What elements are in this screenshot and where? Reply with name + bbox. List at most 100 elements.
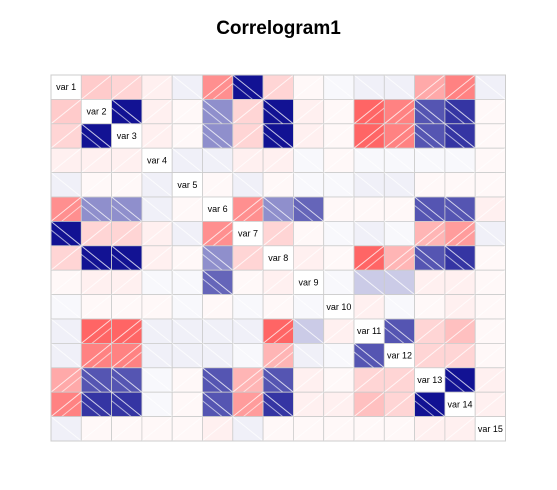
cell-r12-c15 [474, 342, 506, 369]
shade-line [383, 147, 415, 173]
shade-line [383, 391, 415, 417]
shade-line [111, 416, 143, 442]
shade-line [262, 343, 294, 369]
shade-line [121, 351, 143, 369]
cell-r1-c9 [292, 74, 325, 100]
shade-line [353, 343, 385, 369]
shade-line [293, 196, 325, 222]
shade-line [111, 269, 143, 295]
shade-line [293, 391, 325, 417]
shade-line [474, 147, 506, 173]
shade-line [414, 123, 446, 149]
shade-line [394, 253, 415, 271]
cell-r2-c10 [323, 99, 355, 125]
shade-line [414, 253, 435, 271]
cell-r11-c7 [232, 318, 264, 344]
cell-r8-c4 [141, 245, 173, 271]
shade-line [212, 229, 234, 247]
shade-line [50, 367, 82, 393]
cell-r2-c1 [50, 99, 82, 125]
shade-line [262, 123, 294, 149]
cell-r15-c15 [474, 416, 506, 442]
shade-line [80, 172, 112, 198]
cell-r8-c5 [171, 245, 203, 271]
variable-label: var 6 [208, 204, 228, 214]
shade-line [474, 196, 506, 222]
shade-line [444, 74, 476, 100]
cell-r4-c6 [202, 147, 234, 173]
cell-r12-c3 [111, 342, 143, 369]
cell-r1-c14 [444, 74, 476, 100]
cell-r8-c7 [232, 245, 264, 271]
shade-line [171, 367, 203, 393]
cell-r7-c4 [141, 220, 173, 247]
shade-line [121, 327, 143, 344]
cell-r7-c5 [171, 220, 203, 247]
shade-line [444, 196, 476, 222]
cell-r4-c15 [474, 147, 506, 173]
shade-line [414, 99, 446, 125]
cell-r12-c9 [292, 342, 325, 369]
shade-line [424, 229, 446, 247]
cell-r6-c1 [50, 196, 82, 222]
shade-line [444, 294, 476, 320]
cell-r2-c7 [232, 99, 264, 125]
shade-line [202, 318, 234, 344]
cell-r7-c15 [474, 220, 506, 247]
shade-line [111, 318, 143, 344]
cell-r13-c2 [80, 367, 113, 393]
shade-line [262, 147, 294, 173]
cell-r5-c6 [202, 172, 234, 198]
cell-rect [383, 342, 415, 369]
shade-line [61, 375, 82, 393]
cell-r8-c14 [444, 245, 476, 271]
shade-line [323, 367, 355, 393]
cell-r13-c3 [111, 367, 143, 393]
cell-r4-c2 [80, 147, 113, 173]
shade-line [444, 131, 465, 149]
shade-line [111, 107, 132, 125]
shade-line [202, 123, 234, 149]
cell-r15-c11 [353, 416, 385, 442]
cell-r13-c14 [444, 367, 476, 393]
cell-r15-c2 [80, 416, 113, 442]
shade-line [91, 351, 112, 369]
cell-r3-c15 [474, 123, 506, 149]
shade-line [111, 375, 132, 393]
cell-r12-c4 [141, 342, 173, 369]
cell-r15-c5 [171, 416, 203, 442]
shade-line [364, 107, 385, 125]
cell-r8-c15 [474, 245, 506, 271]
cell-r7-c9 [292, 220, 325, 247]
shade-line [414, 172, 446, 198]
cell-r6-c13 [414, 196, 446, 222]
shade-line [50, 294, 82, 320]
cell-r11-c4 [141, 318, 173, 344]
shade-line [444, 99, 476, 125]
shade-line [414, 318, 446, 344]
cell-r15-c8 [262, 416, 294, 442]
shade-line [80, 318, 112, 344]
cell-rect [232, 220, 264, 247]
cell-r3-c11 [353, 123, 385, 149]
variable-label: var 3 [117, 131, 137, 141]
shade-line [323, 74, 355, 100]
cell-r1-c8 [262, 74, 294, 100]
shade-line [202, 131, 223, 149]
shade-line [111, 205, 132, 222]
cell-r3-c4 [141, 123, 173, 149]
cell-r12-c11 [353, 342, 385, 369]
shade-line [262, 172, 294, 198]
cell-r6-c4 [141, 196, 173, 222]
cell-r15-c12 [383, 416, 415, 442]
shade-line [414, 294, 446, 320]
variable-label: var 7 [238, 229, 258, 239]
shade-line [111, 99, 143, 125]
cell-r8-c11 [353, 245, 385, 271]
cell-r4-c9 [292, 147, 325, 173]
cell-r3-c12 [383, 123, 415, 149]
cell-r12-c6 [202, 342, 234, 369]
cell-r8-c8 [262, 245, 294, 271]
cell-r6-c10 [323, 196, 355, 222]
cell-r6-c12 [383, 196, 415, 222]
